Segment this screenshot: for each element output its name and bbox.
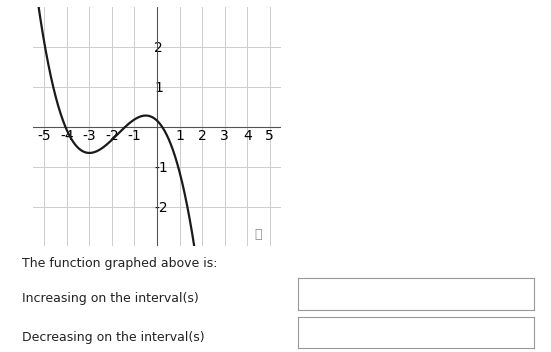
Text: ⌕: ⌕ (255, 228, 262, 241)
Text: Decreasing on the interval(s): Decreasing on the interval(s) (22, 331, 204, 344)
Text: Increasing on the interval(s): Increasing on the interval(s) (22, 292, 199, 305)
Text: The function graphed above is:: The function graphed above is: (22, 257, 218, 270)
